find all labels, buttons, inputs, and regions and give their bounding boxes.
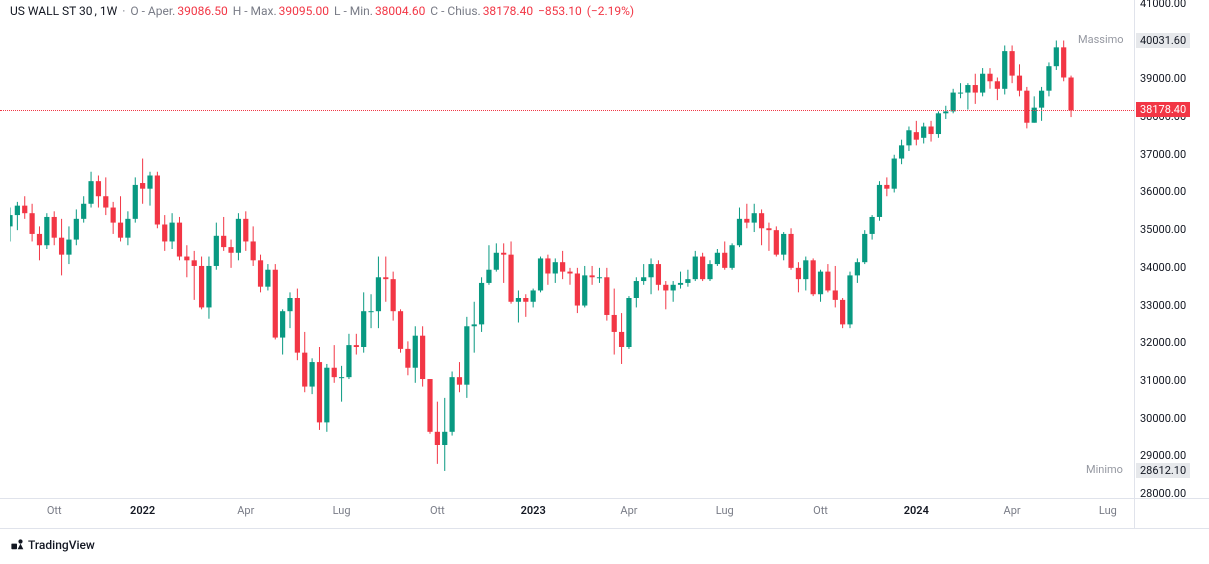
min-label: Minimo [1086,463,1123,476]
x-tick: Lug [333,504,351,517]
x-tick: Lug [1099,504,1117,517]
high-label: H - Max. [233,4,277,18]
y-tick: 41000.00 [1140,0,1186,10]
low-value: 38004.60 [375,4,425,18]
x-tick: 2024 [904,504,929,517]
y-tick: 31000.00 [1140,374,1186,387]
brand-text: TradingView [28,538,95,552]
price-line [0,110,1134,111]
y-tick: 34000.00 [1140,261,1186,274]
y-tick: 39000.00 [1140,72,1186,85]
low-label: L - Min. [334,4,373,18]
x-tick: Ott [430,504,445,517]
x-tick: Apr [237,504,254,517]
y-tick: 35000.00 [1140,223,1186,236]
close-value: 38178.40 [483,4,533,18]
x-tick: 2023 [521,504,546,517]
max-price-tag: 40031.60 [1136,33,1190,48]
open-label: O - Aper. [130,4,175,18]
change-pct: (−2.19%) [587,4,634,18]
y-tick: 29000.00 [1140,449,1186,462]
x-tick: Apr [1004,504,1021,517]
current-price-tag: 38178.40 [1136,102,1190,117]
x-tick: Lug [716,504,734,517]
y-tick: 32000.00 [1140,336,1186,349]
y-tick: 28000.00 [1140,487,1186,500]
interval-label[interactable]: 1W [100,4,117,18]
sep: · [122,4,125,18]
y-tick: 33000.00 [1140,299,1186,312]
symbol-title[interactable]: US WALL ST 30 [10,4,93,18]
candlestick-chart[interactable] [10,4,1130,494]
change-abs: −853.10 [538,4,582,18]
x-tick: Apr [620,504,637,517]
y-tick: 30000.00 [1140,412,1186,425]
max-label: Massimo [1078,33,1124,46]
close-label: C - Chius. [430,4,480,18]
high-value: 39095.00 [279,4,329,18]
x-tick: Ott [47,504,62,517]
tradingview-logo[interactable]: TradingView [10,538,95,552]
y-tick: 36000.00 [1140,185,1186,198]
min-price-tag: 28612.10 [1136,463,1190,478]
chart-header: US WALL ST 30, 1W · O - Aper.39086.50 H … [10,4,636,18]
x-tick: 2022 [130,504,155,517]
y-tick: 37000.00 [1140,148,1186,161]
x-tick: Ott [813,504,828,517]
logo-icon [10,538,24,552]
open-value: 39086.50 [177,4,227,18]
